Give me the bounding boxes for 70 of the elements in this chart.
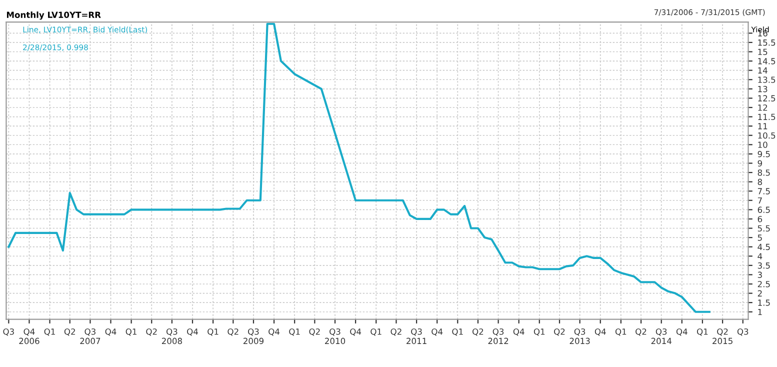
y-tick-label: 12.5 [758, 95, 776, 102]
x-tick-label: Q1 [289, 328, 300, 336]
x-tick-label: Q3 2014 [651, 328, 672, 344]
y-tick-label: 1.5 [758, 300, 770, 306]
y-tick-label: 11.5 [758, 114, 776, 120]
x-tick-label: Q1 [44, 328, 55, 336]
x-tick-label: Q3 [3, 328, 14, 336]
x-tick-label: Q2 [146, 328, 157, 336]
y-tick-label: 13 [758, 86, 768, 92]
x-tick-label: Q3 2013 [570, 328, 590, 344]
x-tick-label: Q1 [452, 328, 463, 336]
x-tick-label: Q2 [472, 328, 484, 336]
x-tick-label: Q2 [228, 328, 238, 336]
y-tick-label: 14 [758, 67, 768, 74]
y-tick-label: 14.5 [758, 58, 776, 64]
y-tick-label: 4 [758, 253, 762, 260]
chart-title: Monthly LV10YT=RR [6, 12, 101, 20]
y-tick-label: 2 [758, 290, 762, 296]
x-tick-label: Q4 [513, 328, 524, 336]
y-tick-label: 1 [758, 308, 762, 316]
y-tick-label: 16 [758, 30, 768, 36]
x-tick-label: Q2 [554, 328, 565, 336]
x-tick-label: Q4 [350, 328, 362, 336]
y-tick-label: 10.5 [758, 132, 776, 139]
x-tick-label: Q4 [268, 328, 280, 336]
y-tick-label: 7.5 [758, 188, 770, 194]
x-tick-label: Q4 [594, 328, 606, 336]
y-tick-label: 8.5 [758, 169, 770, 176]
x-tick-label: Q3 2011 [406, 328, 426, 344]
y-tick-label: 12 [758, 104, 768, 111]
x-tick-label: Q1 [208, 328, 218, 336]
y-tick-label: 2.5 [758, 280, 770, 288]
x-tick-label: Q3 2010 [325, 328, 346, 344]
y-tick-label: 9 [758, 160, 762, 167]
y-tick-label: 11 [758, 123, 768, 130]
y-tick-label: 5.5 [758, 225, 770, 232]
x-tick-label: Q1 [126, 328, 136, 336]
x-tick-label: Q1 [696, 328, 708, 336]
y-tick-label: 5 [758, 234, 762, 241]
x-tick-label: Q1 [370, 328, 382, 336]
x-tick-label: Q1 [534, 328, 545, 336]
y-tick-label: 6.5 [758, 206, 770, 213]
x-tick-label: Q3 2012 [488, 328, 508, 344]
x-tick-label: Q2 [636, 328, 646, 336]
line-series [8, 22, 710, 313]
x-tick-label: Q3 2007 [80, 328, 100, 344]
x-tick-label: Q2 [64, 328, 75, 336]
y-tick-label: 15 [758, 48, 768, 56]
y-tick-label: 6 [758, 216, 762, 222]
y-tick-label: 15.5 [758, 40, 776, 46]
x-tick-label: Q4 [432, 328, 443, 336]
x-tick-label: Q3 [737, 328, 748, 336]
x-tick-label: Q2 [390, 328, 402, 336]
x-tick-label: Q2 2015 [712, 328, 732, 344]
x-tick-label: Q4 [187, 328, 198, 336]
y-tick-label: 4.5 [758, 244, 770, 250]
x-tick-label: Q2 [309, 328, 320, 336]
y-tick-label: 13.5 [758, 76, 776, 83]
x-tick-label: Q3 2008 [162, 328, 182, 344]
x-tick-label: Q4 [676, 328, 688, 336]
y-tick-label: 3 [758, 272, 762, 278]
y-tick-label: 8 [758, 178, 762, 186]
x-tick-label: Q1 [615, 328, 626, 336]
y-tick-label: 3.5 [758, 262, 770, 269]
y-tick-label: 9.5 [758, 150, 770, 158]
x-tick-label: Q4 [105, 328, 116, 336]
y-tick-label: 7 [758, 197, 762, 204]
x-tick-label: Q3 2009 [243, 328, 264, 344]
y-tick-label: 10 [758, 142, 768, 148]
x-tick-label: Q4 2006 [19, 328, 40, 344]
